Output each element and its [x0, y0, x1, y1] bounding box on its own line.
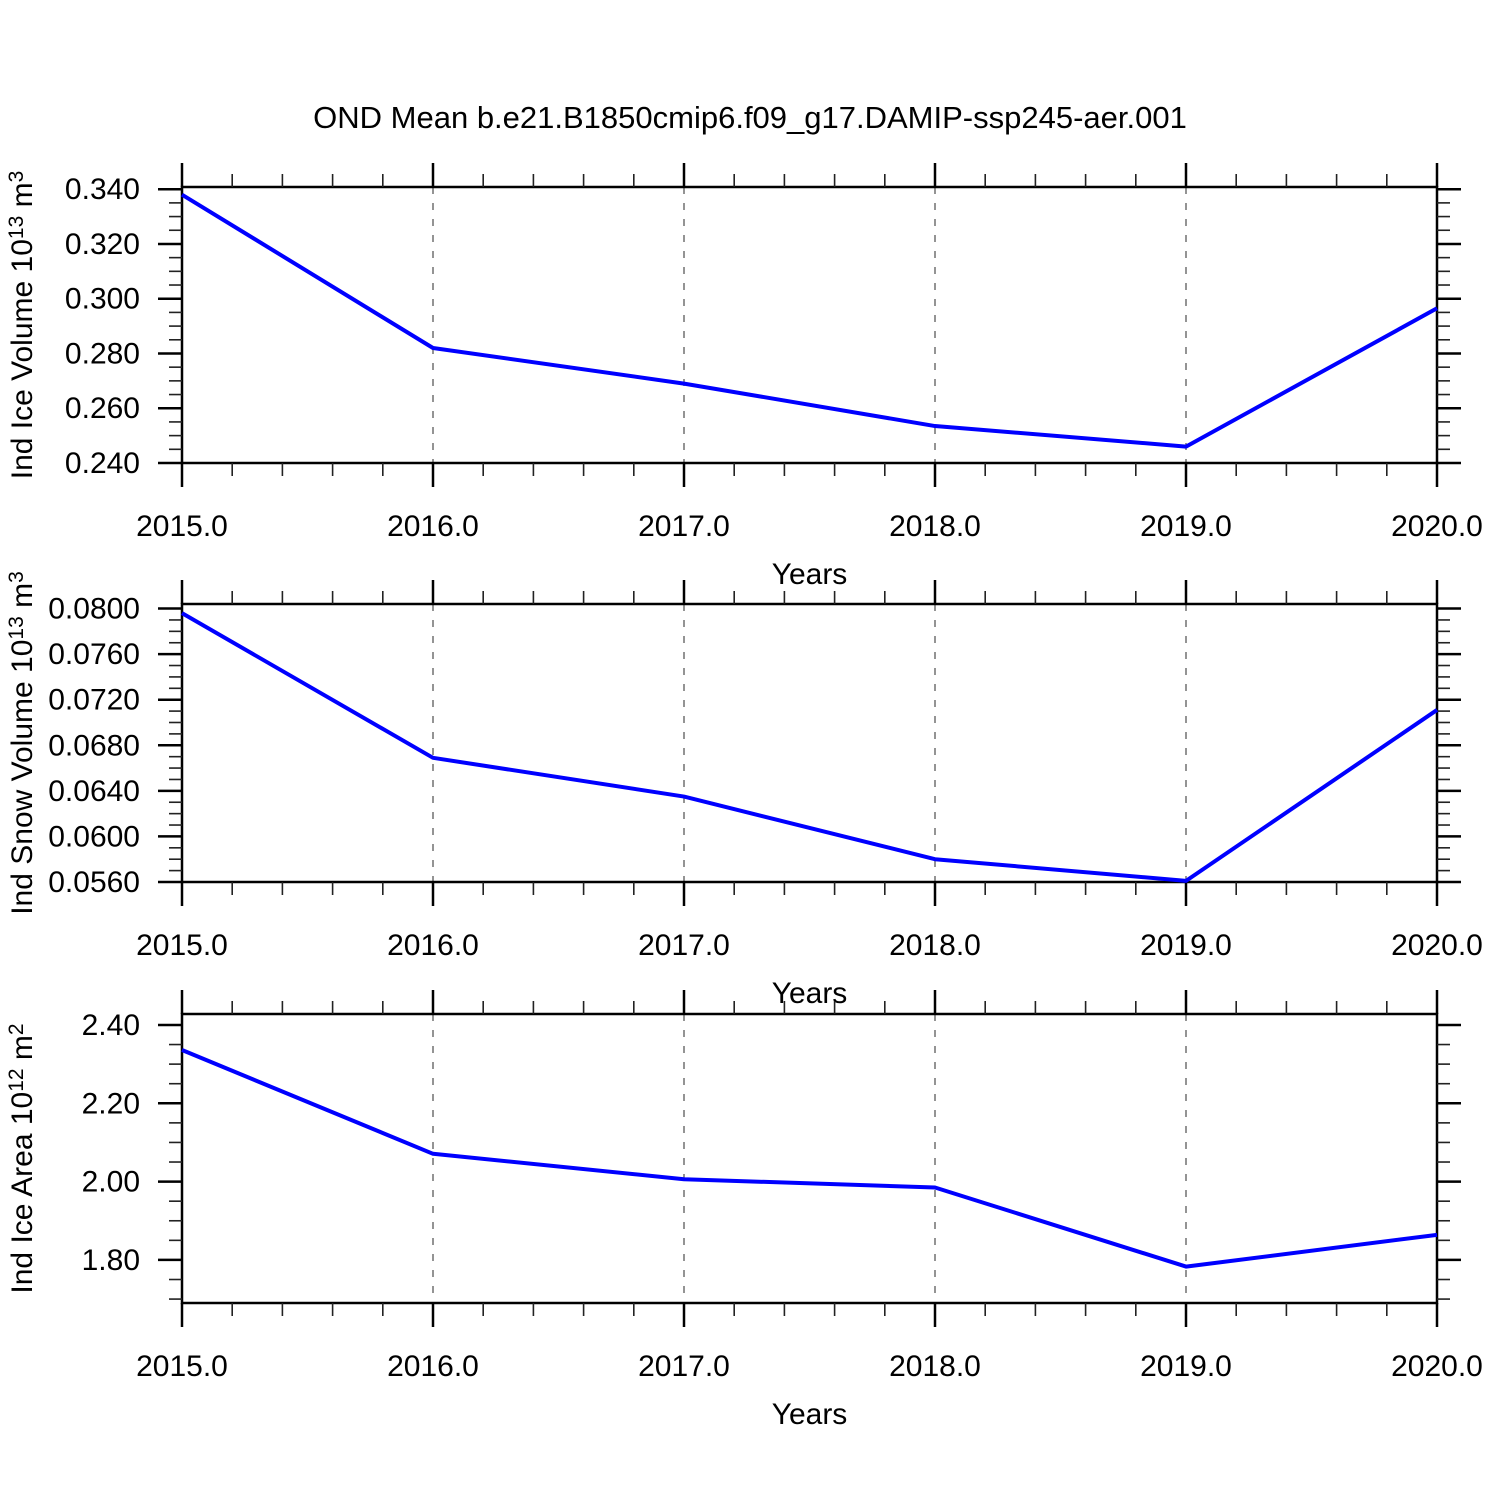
x-tick-label: 2016.0: [387, 1350, 479, 1383]
plot-frame: [180, 185, 1439, 465]
x-axis-title: Years: [772, 558, 848, 591]
y-tick-label: 0.320: [65, 228, 140, 261]
panel-ind-snow-volume: 2015.0 2016.0 2017.0 2018.0 2019.0 2020.0 0.05…: [5, 571, 1483, 1010]
y-tick-label: 0.0800: [48, 593, 140, 626]
x-axis-title: Years: [772, 1398, 848, 1431]
y-tick-label: 0.0600: [48, 820, 140, 853]
data-line-ind-ice-volume: [180, 192, 1438, 449]
y-tick-label: 0.0640: [48, 775, 140, 808]
x-tick-label: 2018.0: [889, 1350, 981, 1383]
y-axis-title: Ind Ice Area 1012 m2: [5, 1023, 39, 1293]
x-tick-label: 2018.0: [889, 929, 981, 962]
y-tick-label: 0.300: [65, 283, 140, 316]
x-tick-label: 2020.0: [1391, 929, 1483, 962]
y-tick-label: 2.40: [82, 1009, 140, 1042]
x-tick-label: 2015.0: [136, 510, 228, 543]
y-tick-label: 0.0680: [48, 729, 140, 762]
x-axis-title: Years: [772, 977, 848, 1010]
plot-frame: [180, 1012, 1439, 1305]
x-tick-label: 2019.0: [1140, 929, 1232, 962]
y-tick-label: 0.340: [65, 173, 140, 206]
x-tick-label: 2015.0: [136, 1350, 228, 1383]
y-tick-label: 0.240: [65, 447, 140, 480]
x-tick-label: 2017.0: [638, 929, 730, 962]
x-tick-label: 2016.0: [387, 510, 479, 543]
y-axis-title: Ind Ice Volume 1013 m3: [5, 171, 39, 480]
data-line-ind-ice-area: [181, 1048, 1438, 1269]
x-tick-label: 2017.0: [638, 510, 730, 543]
y-tick-label: 2.00: [82, 1166, 140, 1199]
y-tick-label: 0.0560: [48, 866, 140, 899]
x-tick-label: 2018.0: [889, 510, 981, 543]
y-tick-label: 0.0720: [48, 684, 140, 717]
figure-title: OND Mean b.e21.B1850cmip6.f09_g17.DAMIP-…: [313, 100, 1187, 135]
x-tick-label: 2017.0: [638, 1350, 730, 1383]
y-tick-label: 0.260: [65, 392, 140, 425]
x-tick-label: 2015.0: [136, 929, 228, 962]
y-tick-label: 0.0760: [48, 638, 140, 671]
x-tick-label: 2020.0: [1391, 510, 1483, 543]
x-tick-label: 2020.0: [1391, 1350, 1483, 1383]
y-axis-title: Ind Snow Volume 1013 m3: [5, 571, 39, 915]
panel-ind-ice-volume: 2015.0 2016.0 2017.0 2018.0 2019.0 2020.0 0.24…: [5, 163, 1483, 591]
panel-ind-ice-area: 2015.0 2016.0 2017.0 2018.0 2019.0 2020.0 1.80…: [5, 990, 1483, 1431]
x-tick-label: 2019.0: [1140, 1350, 1232, 1383]
x-tick-label: 2016.0: [387, 929, 479, 962]
data-line-ind-snow-volume: [181, 611, 1439, 883]
y-tick-label: 1.80: [82, 1244, 140, 1277]
x-tick-label: 2019.0: [1140, 510, 1232, 543]
y-tick-label: 2.20: [82, 1087, 140, 1120]
plot-frame: [180, 602, 1439, 884]
y-tick-label: 0.280: [65, 337, 140, 370]
